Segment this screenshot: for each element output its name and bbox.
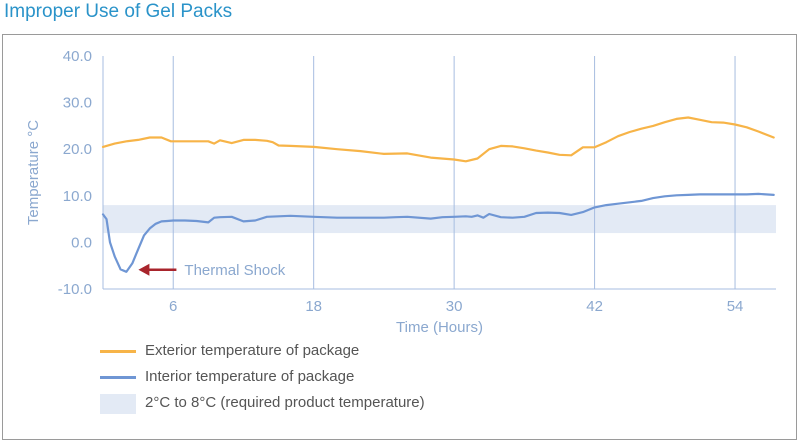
y-tick-label: 40.0 bbox=[63, 48, 92, 65]
chart-frame bbox=[2, 34, 797, 440]
grid-layer bbox=[172, 56, 736, 289]
legend-swatch-exterior bbox=[100, 350, 136, 353]
series-line-exterior bbox=[101, 116, 775, 163]
x-tick-label: 42 bbox=[586, 298, 603, 315]
legend-label-interior: Interior temperature of package bbox=[145, 368, 355, 385]
series-line-interior bbox=[101, 192, 775, 273]
legend-label-exterior: Exterior temperature of package bbox=[145, 342, 360, 359]
x-tick-label: 6 bbox=[169, 298, 177, 315]
y-tick-label: 20.0 bbox=[63, 141, 92, 158]
annotation-arrow-head bbox=[138, 263, 150, 276]
legend-swatch-interior bbox=[100, 376, 136, 379]
x-axis-title: Time (Hours) bbox=[396, 319, 483, 336]
y-tick-label: -10.0 bbox=[58, 281, 92, 298]
acceptable-band bbox=[103, 205, 776, 234]
y-tick-label: 0.0 bbox=[71, 234, 92, 251]
band-layer bbox=[103, 205, 776, 234]
x-tick-label: 54 bbox=[727, 298, 744, 315]
series-layer bbox=[101, 116, 775, 273]
page-title: Improper Use of Gel Packs bbox=[4, 1, 233, 22]
annotation-layer: Thermal Shock bbox=[138, 262, 286, 279]
y-axis-title: Temperature °C bbox=[25, 120, 42, 225]
x-tick-label: 30 bbox=[446, 298, 463, 315]
legend-label-band: 2°C to 8°C (required product temperature… bbox=[145, 394, 425, 411]
y-tick-label: 10.0 bbox=[63, 188, 92, 205]
x-tick-label: 18 bbox=[305, 298, 322, 315]
annotation-label: Thermal Shock bbox=[184, 262, 285, 279]
axis-layer: 40.0 30.0 20.0 10.0 0.0 -10.0 6 18 30 42 54 Time (H… bbox=[25, 48, 776, 336]
legend-swatch-band bbox=[100, 394, 136, 414]
y-tick-label: 30.0 bbox=[63, 95, 92, 112]
